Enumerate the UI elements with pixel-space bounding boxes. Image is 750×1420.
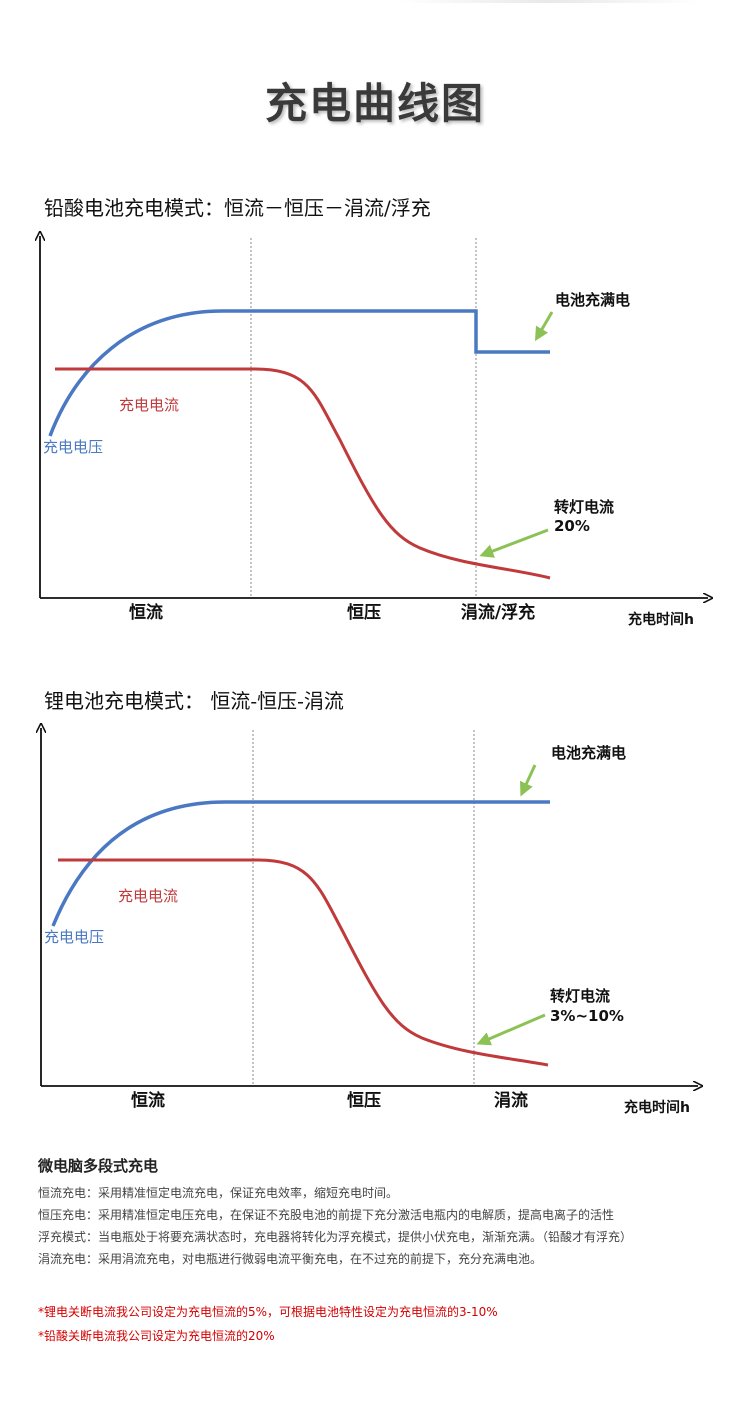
switch-current-value: 20% [554,517,590,535]
lithium-charging-diagram: 充电电压 充电电流 电池充满电 转灯电流 3%~10% 恒流 恒压 涓流 充电时… [0,640,750,1116]
page-title: 充电曲线图 [264,79,485,128]
lithium-cutoff-note: *锂电关断电流我公司设定为充电恒流的5%，可根据电池特性设定为充电恒流的3-10… [38,1305,498,1319]
current-label: 充电电流 [119,396,179,414]
note-constant-current: 恒流充电：采用精准恒定电流充电，保证充电效率，缩短充电时间。 [38,1186,399,1200]
phase-label-cv: 恒压 [347,1090,381,1111]
note-trickle: 涓流充电：采用涓流充电，对电瓶进行微弱电流平衡充电，在不过充的前提下，充分充满电… [38,1252,543,1266]
cutoff-current-notes: *锂电关断电流我公司设定为充电恒流的5%，可根据电池特性设定为充电恒流的3-10… [38,1300,498,1348]
switch-current-label: 转灯电流 [554,498,614,516]
lead-acid-charging-diagram: 充电电压 充电电流 电池充满电 转灯电流 20% 恒流 恒压 涓流/浮充 充电时… [0,0,750,628]
switch-current-value: 3%~10% [550,1007,624,1025]
current-label: 充电电流 [118,887,178,905]
x-axis-label: 充电时间h [628,611,694,628]
charging-notes: 微电脑多段式充电 恒流充电：采用精准恒定电流充电，保证充电效率，缩短充电时间。 … [38,1155,728,1270]
current-curve [58,858,549,1067]
switch-current-label: 转灯电流 [550,987,610,1005]
full-charge-arrow [519,764,537,797]
lead-acid-chart-title: 铅酸电池充电模式：恒流－恒压－涓流/浮充 [44,196,431,220]
note-constant-voltage: 恒压充电：采用精准恒定电压充电，在保证不充股电池的前提下充分激活电瓶内的电解质，… [38,1208,615,1222]
switch-current-arrow [479,528,549,558]
phase-label-trickle: 涓流 [494,1090,528,1111]
phase-label-float: 涓流/浮充 [461,602,535,623]
note-float-mode: 浮充模式：当电瓶处于将要充满状态时，充电器将转化为浮充模式，提供小伏充电，渐渐充… [38,1230,633,1244]
phase-label-cc: 恒流 [129,602,163,623]
full-charge-label: 电池充满电 [551,744,626,762]
lead-acid-cutoff-note: *铅酸关断电流我公司设定为充电恒流的20% [38,1329,275,1343]
current-curve [55,367,551,580]
switch-current-arrow [476,1013,546,1046]
full-charge-label: 电池充满电 [555,291,630,309]
voltage-curve [48,309,550,437]
top-decoration-line [400,0,700,3]
lithium-chart-title: 锂电池充电模式： 恒流-恒压-涓流 [44,689,344,713]
voltage-label: 充电电压 [44,928,104,946]
notes-heading: 微电脑多段式充电 [38,1157,159,1175]
voltage-curve [51,800,550,927]
phase-label-cc: 恒流 [131,1090,165,1111]
full-charge-arrow [534,311,554,342]
voltage-label: 充电电压 [43,438,103,456]
x-axis-label: 充电时间h [624,1099,690,1116]
phase-label-cv: 恒压 [347,602,381,623]
